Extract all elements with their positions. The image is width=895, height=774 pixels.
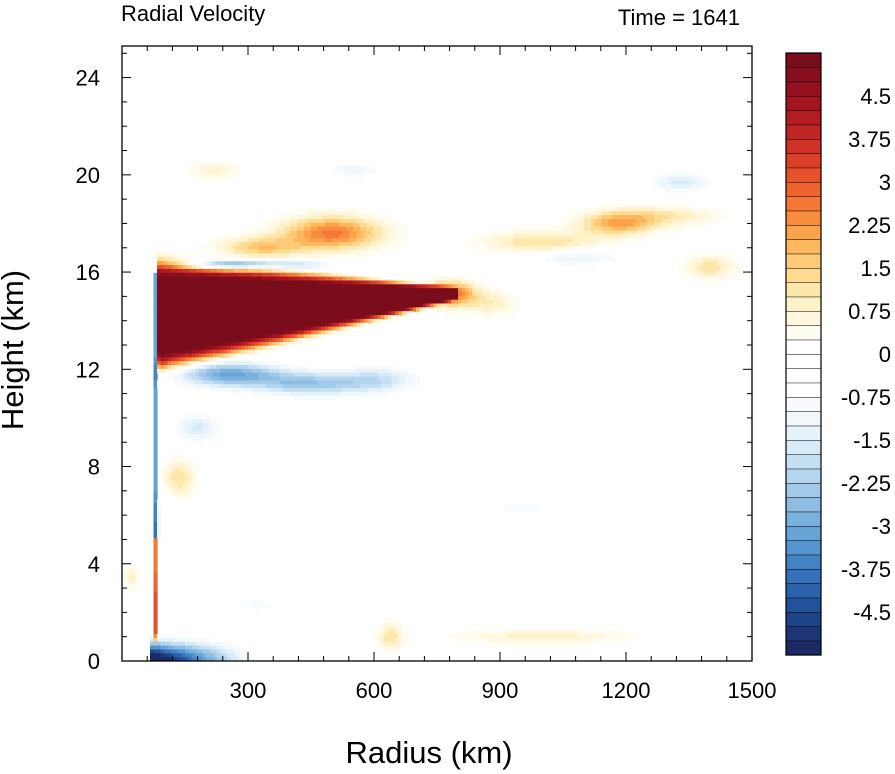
chart-title: Radial Velocity xyxy=(121,1,265,26)
colorbar-swatch xyxy=(785,540,822,556)
plot-frame xyxy=(121,45,753,662)
colorbar-swatch xyxy=(785,626,822,642)
colorbar-swatch xyxy=(785,425,822,441)
colorbar-swatch xyxy=(785,167,822,183)
colorbar-swatch xyxy=(785,368,822,384)
colorbar-swatch xyxy=(785,124,822,140)
time-label: Time = 1641 xyxy=(618,5,740,30)
y-tick-label: 8 xyxy=(88,455,100,480)
colorbar-swatch xyxy=(785,597,822,613)
x-tick-label: 300 xyxy=(230,678,267,703)
y-axis-label: Height (km) xyxy=(0,270,30,430)
colorbar-swatch xyxy=(785,95,822,111)
colorbar-swatch xyxy=(785,224,822,240)
colorbar-swatch xyxy=(785,396,822,412)
colorbar-swatch xyxy=(785,325,822,341)
x-tick-label: 900 xyxy=(482,678,519,703)
colorbar-label: 0 xyxy=(879,342,891,367)
x-tick-label: 1200 xyxy=(602,678,651,703)
colorbar-label: 3.75 xyxy=(848,127,891,152)
colorbar-label: -3 xyxy=(871,514,891,539)
x-axis: 300 600 900 1200 1500 xyxy=(146,46,777,703)
colorbar-label: -1.5 xyxy=(853,428,891,453)
colorbar-swatch xyxy=(785,153,822,169)
colorbar-frame xyxy=(785,52,822,656)
velocity-field xyxy=(122,46,752,661)
colorbar-swatch xyxy=(785,583,822,599)
y-tick-label: 12 xyxy=(76,357,100,382)
colorbar-swatch xyxy=(785,411,822,427)
colorbar-swatch xyxy=(785,267,822,283)
colorbar-label: 3 xyxy=(879,170,891,195)
y-tick-label: 16 xyxy=(76,260,100,285)
colorbar-swatch xyxy=(785,497,822,513)
colorbar-swatch xyxy=(785,568,822,584)
colorbar-swatch xyxy=(785,81,822,97)
colorbar-swatch xyxy=(785,310,822,326)
colorbar-swatch xyxy=(785,110,822,126)
colorbar-swatch xyxy=(785,454,822,470)
y-tick-label: 0 xyxy=(88,649,100,674)
colorbar-label: -3.75 xyxy=(841,557,891,582)
colorbar-swatch xyxy=(785,296,822,312)
colorbar: 4.5 3.75 3 2.25 1.5 0.75 0 -0.75 -1.5 -2.25 -3 -3.7… xyxy=(785,52,891,656)
colorbar-label: 0.75 xyxy=(848,299,891,324)
colorbar-swatch xyxy=(785,439,822,455)
x-tick-label: 600 xyxy=(356,678,393,703)
colorbar-swatch xyxy=(785,611,822,627)
y-tick-label: 4 xyxy=(88,552,100,577)
colorbar-swatch xyxy=(785,382,822,398)
colorbar-label: 4.5 xyxy=(860,84,891,109)
colorbar-swatch xyxy=(785,138,822,154)
colorbar-swatch xyxy=(785,468,822,484)
colorbar-swatch xyxy=(785,511,822,527)
colorbar-label: -2.25 xyxy=(841,471,891,496)
colorbar-swatch xyxy=(785,525,822,541)
x-axis-label: Radius (km) xyxy=(345,735,512,770)
colorbar-swatch xyxy=(785,282,822,298)
colorbar-swatch xyxy=(785,210,822,226)
colorbar-swatch xyxy=(785,52,822,68)
colorbar-swatch xyxy=(785,339,822,355)
colorbar-label: 1.5 xyxy=(860,256,891,281)
y-axis: 0 4 8 12 16 20 24 xyxy=(76,52,752,674)
colorbar-swatch xyxy=(785,554,822,570)
y-tick-label: 24 xyxy=(76,66,100,91)
colorbar-swatch xyxy=(785,482,822,498)
colorbar-swatch xyxy=(785,353,822,369)
x-tick-label: 1500 xyxy=(728,678,777,703)
colorbar-swatch xyxy=(785,67,822,83)
colorbar-swatch xyxy=(785,196,822,212)
y-tick-label: 20 xyxy=(76,163,100,188)
colorbar-label: -0.75 xyxy=(841,385,891,410)
colorbar-swatch xyxy=(785,253,822,269)
colorbar-swatch xyxy=(785,181,822,197)
colorbar-label: 2.25 xyxy=(848,213,891,238)
colorbar-swatch xyxy=(785,239,822,255)
colorbar-swatch xyxy=(785,640,822,656)
colorbar-label: -4.5 xyxy=(853,600,891,625)
